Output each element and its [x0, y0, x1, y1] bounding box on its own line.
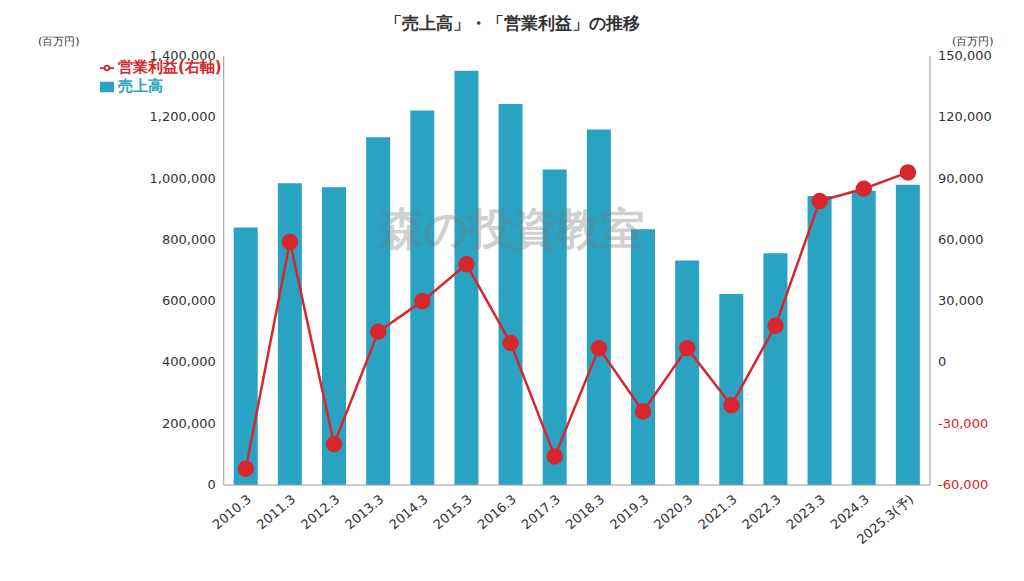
svg-text:200,000: 200,000 [162, 416, 216, 431]
svg-text:400,000: 400,000 [162, 354, 216, 369]
svg-text:2011.3: 2011.3 [254, 491, 298, 532]
svg-text:2013.3: 2013.3 [342, 491, 386, 532]
svg-text:-30,000: -30,000 [938, 416, 988, 431]
svg-text:120,000: 120,000 [938, 109, 992, 124]
svg-text:60,000: 60,000 [938, 232, 984, 247]
svg-text:2022.3: 2022.3 [739, 491, 783, 532]
svg-text:1,200,000: 1,200,000 [150, 109, 216, 124]
svg-text:2014.3: 2014.3 [386, 491, 430, 532]
svg-text:600,000: 600,000 [162, 293, 216, 308]
svg-text:2018.3: 2018.3 [563, 491, 607, 532]
svg-text:1,400,000: 1,400,000 [150, 48, 216, 63]
svg-text:150,000: 150,000 [938, 48, 992, 63]
svg-text:2016.3: 2016.3 [475, 491, 519, 532]
svg-text:0: 0 [938, 354, 946, 369]
svg-text:2010.3: 2010.3 [210, 491, 254, 532]
svg-text:30,000: 30,000 [938, 293, 984, 308]
svg-text:2025.3(予): 2025.3(予) [854, 491, 916, 547]
svg-text:0: 0 [207, 477, 215, 492]
svg-text:2017.3: 2017.3 [519, 491, 563, 532]
svg-text:-60,000: -60,000 [938, 477, 988, 492]
svg-text:2020.3: 2020.3 [651, 491, 695, 532]
svg-text:2015.3: 2015.3 [430, 491, 474, 532]
svg-text:2021.3: 2021.3 [695, 491, 739, 532]
svg-text:2012.3: 2012.3 [298, 491, 342, 532]
svg-text:2019.3: 2019.3 [607, 491, 651, 532]
svg-text:1,000,000: 1,000,000 [150, 171, 216, 186]
svg-text:800,000: 800,000 [162, 232, 216, 247]
svg-text:90,000: 90,000 [938, 171, 984, 186]
svg-text:2023.3: 2023.3 [784, 491, 828, 532]
